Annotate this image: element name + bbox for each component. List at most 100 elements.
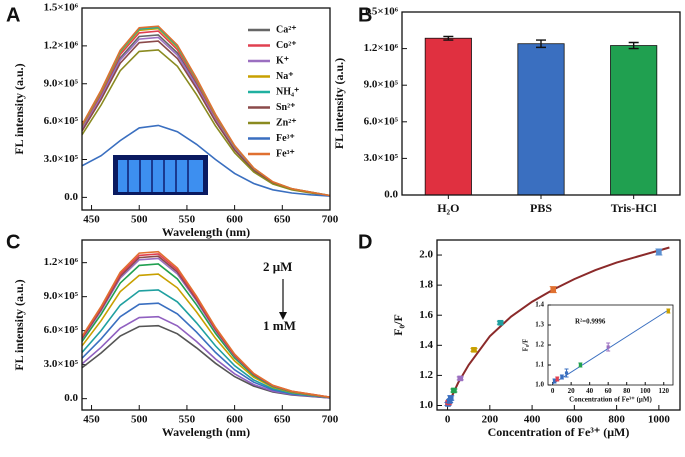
inset-frame (548, 305, 673, 385)
chart-panel: C 0.0 3.0×10⁵ 6.0×10⁵ 9.0×10⁵ 1.2×10⁶ 450 500 55… (6, 231, 339, 439)
spectrum-line (82, 250, 330, 398)
x-axis-title: Wavelength (nm) (162, 225, 250, 239)
x-tick-label: 500 (131, 213, 148, 225)
y-tick-label: 1.2×10⁶ (364, 42, 399, 54)
y-tick-label: 2.0 (419, 249, 433, 261)
data-point (578, 363, 583, 367)
chart-panel: A 0.0 3.0×10⁵ 6.0×10⁵ 9.0×10⁵ 1.2×10⁶ 1.5×10⁶ 4… (6, 2, 339, 239)
x-tick-label: 550 (179, 213, 196, 225)
y-tick-label: 6.0×10⁵ (44, 324, 79, 336)
x-tick-label: 700 (322, 213, 339, 225)
legend-label: Na⁺ (276, 71, 294, 82)
x-tick-label: 650 (274, 413, 291, 425)
legend-label: Sn²⁺ (276, 102, 295, 113)
y-tick-label: 6.0×10⁵ (364, 115, 399, 127)
x-tick-label: H₂O (437, 201, 459, 215)
panel-label: A (6, 4, 20, 26)
annotation: 1 mM (263, 318, 296, 333)
spectrum-line (82, 124, 330, 197)
chart-panel: 1.0 1.1 1.2 1.3 1.4 0 20 40 60 80 100 120 Concentrat… (522, 301, 674, 403)
x-tick-label: 600 (566, 413, 583, 425)
y-tick-label: 9.0×10⁵ (44, 77, 79, 89)
data-point (560, 375, 564, 379)
data-point (606, 345, 610, 349)
y-tick-label: 1.4 (419, 339, 433, 351)
y-tick-label: 9.0×10⁵ (364, 79, 399, 91)
x-tick-label: 0 (445, 413, 451, 425)
arrow-head (279, 312, 287, 320)
data-point (451, 387, 457, 394)
annotation: R²=0.9996 (575, 318, 606, 326)
x-tick-label: 120 (658, 387, 669, 395)
x-tick-label: 20 (568, 387, 576, 395)
legend-label: Fe³⁺ (276, 148, 295, 159)
data-point (457, 375, 464, 382)
legend-label: Fe³⁺ (276, 133, 295, 144)
legend-label: K⁺ (276, 55, 289, 66)
y-tick-label: 1.4 (535, 301, 544, 309)
bar (610, 45, 658, 196)
y-tick-label: 1.1 (535, 361, 544, 369)
x-tick-label: 700 (322, 413, 339, 425)
panel-label: D (358, 231, 372, 253)
panel-label: C (6, 231, 20, 253)
y-tick-label: 1.5×10⁶ (44, 2, 79, 14)
chart-panel: B 0.0 3.0×10⁵ 6.0×10⁵ 9.0×10⁵ 1.2×10⁶ 1.5×10⁶ F… (332, 4, 681, 215)
legend-label: NH₄⁺ (276, 86, 299, 97)
data-point (564, 371, 569, 375)
x-axis-title: Concentration of Fe³⁺ (μM) (569, 395, 652, 403)
fit-line (552, 309, 669, 385)
data-point (447, 395, 454, 401)
error-bar (443, 35, 454, 41)
spectrum-line (82, 25, 330, 197)
y-tick-label: 3.0×10⁵ (44, 358, 79, 370)
y-tick-label: 1.8 (419, 279, 433, 291)
x-tick-label: 80 (623, 387, 631, 395)
arrow (279, 279, 287, 320)
x-tick-label: Tris-HCl (611, 201, 657, 215)
legend-label: Ca²⁺ (276, 24, 297, 35)
x-tick-label: 650 (274, 213, 291, 225)
legend-label: Zn²⁺ (276, 117, 297, 128)
error-bar (536, 39, 546, 49)
y-tick-label: 3.0×10⁵ (44, 153, 79, 165)
y-tick-label: 1.2×10⁶ (44, 39, 79, 51)
chart-panel: D1.01.21.41.61.82.00 200 400 600 800 1000Conc… (358, 231, 681, 439)
annotation: 2 μM (263, 259, 292, 274)
x-tick-label: 60 (605, 387, 613, 395)
panel-label: B (358, 4, 372, 26)
y-axis-title: FL intensity (a.u.) (12, 63, 26, 154)
data-point (471, 347, 477, 353)
error-bar (628, 41, 639, 50)
y-tick-label: 1.0 (419, 399, 433, 411)
data-point (550, 286, 557, 293)
x-axis-title: Wavelength (nm) (162, 425, 250, 439)
data-point (666, 309, 670, 313)
y-tick-label: 1.2 (419, 369, 433, 381)
spectrum-line (82, 49, 330, 197)
x-tick-label: 600 (226, 213, 243, 225)
x-tick-label: 550 (179, 413, 196, 425)
plot-frame (547, 304, 674, 386)
x-tick-label: 100 (640, 387, 651, 395)
photo-vials (118, 160, 203, 192)
x-axis-title: Concentration of Fe³⁺ (μM) (488, 425, 630, 439)
plot-frame (436, 239, 681, 411)
x-tick-label: 450 (83, 413, 100, 425)
y-tick-label: 0.0 (64, 392, 78, 404)
y-tick-label: 3.0×10⁵ (364, 152, 399, 164)
x-tick-label: 450 (83, 213, 100, 225)
y-tick-label: 1.2×10⁶ (44, 256, 79, 268)
y-axis-title: F₀/F (391, 314, 405, 336)
x-tick-label: PBS (530, 201, 552, 215)
x-tick-label: 800 (608, 413, 625, 425)
spectrum-line (82, 289, 330, 399)
y-tick-label: 1.3 (535, 321, 544, 329)
x-tick-label: 1000 (648, 413, 671, 425)
data-point (446, 398, 453, 404)
y-tick-label: 6.0×10⁵ (44, 115, 79, 127)
y-tick-label: 0.0 (64, 191, 78, 203)
y-tick-label: 1.2 (535, 341, 544, 349)
